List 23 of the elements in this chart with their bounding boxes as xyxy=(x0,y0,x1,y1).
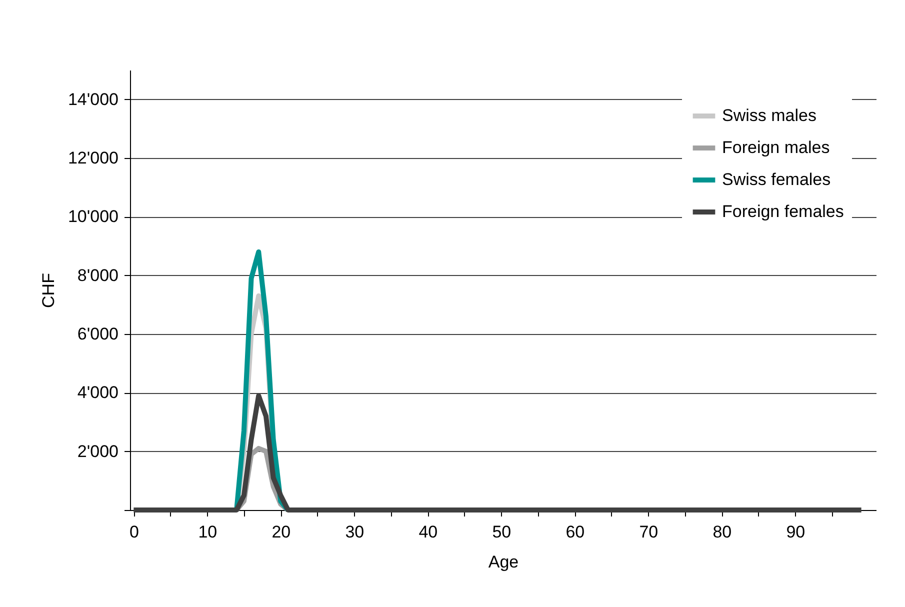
y-tick-label: 2'000 xyxy=(77,442,118,461)
y-tick-label: 8'000 xyxy=(77,266,118,285)
y-tick-label: 10'000 xyxy=(68,207,118,226)
y-tick-label: 14'000 xyxy=(68,90,118,109)
x-axis-title: Age xyxy=(488,552,519,572)
y-tick-label: 6'000 xyxy=(77,324,118,344)
y-axis-title: CHF xyxy=(38,273,58,308)
x-tick-label: 80 xyxy=(712,522,732,542)
legend-label: Foreign males xyxy=(722,138,830,157)
legend-label: Swiss males xyxy=(722,106,816,125)
legend-label: Swiss females xyxy=(722,170,831,189)
x-tick-label: 40 xyxy=(418,522,438,542)
x-tick-label: 60 xyxy=(566,522,585,542)
x-tick-label: 20 xyxy=(272,522,291,542)
x-tick-label: 50 xyxy=(492,522,512,542)
legend-label: Foreign females xyxy=(722,202,844,221)
x-tick-label: 0 xyxy=(129,522,139,542)
x-tick-label: 70 xyxy=(639,522,658,542)
y-tick-label: 12'000 xyxy=(68,148,118,168)
y-tick-label: 4'000 xyxy=(77,383,118,402)
x-tick-label: 10 xyxy=(198,522,218,542)
x-tick-label: 90 xyxy=(786,522,806,542)
x-tick-label: 30 xyxy=(345,522,364,542)
